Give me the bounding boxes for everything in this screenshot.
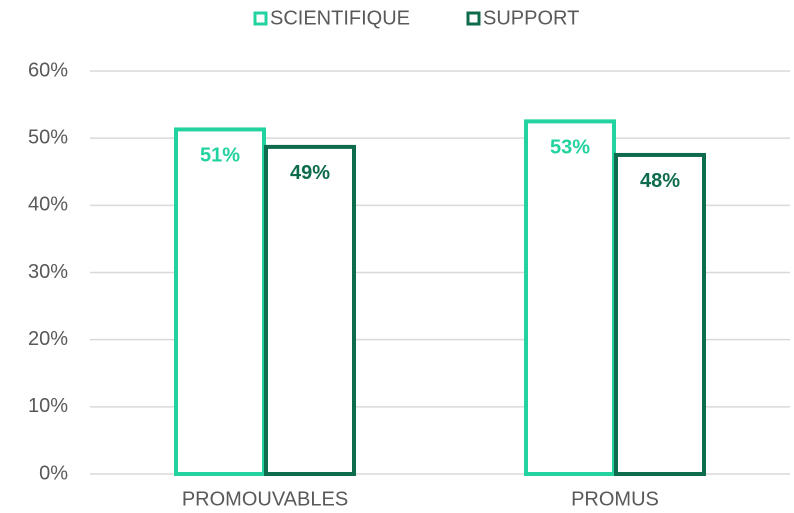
y-tick-label: 50% bbox=[28, 126, 68, 148]
y-tick-label: 60% bbox=[28, 59, 68, 81]
legend-swatch bbox=[253, 11, 268, 26]
bar bbox=[614, 152, 706, 476]
bar bbox=[524, 119, 616, 476]
legend-label: SCIENTIFIQUE bbox=[270, 7, 410, 29]
value-label: 48% bbox=[640, 170, 680, 192]
y-tick-label: 10% bbox=[28, 395, 68, 417]
x-tick-label: PROMUS bbox=[571, 488, 659, 510]
value-label: 51% bbox=[200, 145, 240, 167]
bar bbox=[264, 144, 356, 476]
y-tick-label: 20% bbox=[28, 328, 68, 350]
y-tick-label: 40% bbox=[28, 194, 68, 216]
legend-label: SUPPORT bbox=[483, 7, 579, 29]
bar bbox=[174, 127, 266, 476]
value-label: 49% bbox=[290, 162, 330, 184]
y-tick-label: 30% bbox=[28, 261, 68, 283]
y-tick-label: 0% bbox=[39, 462, 68, 484]
x-tick-label: PROMOUVABLES bbox=[182, 488, 348, 510]
legend-swatch bbox=[466, 11, 481, 26]
value-label: 53% bbox=[550, 137, 590, 159]
